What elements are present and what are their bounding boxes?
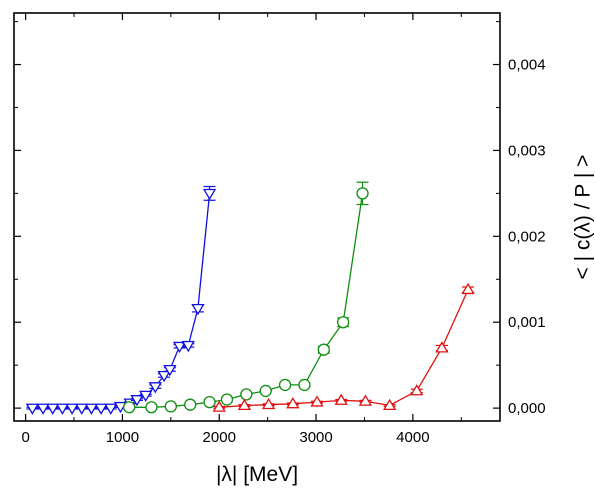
series-layer	[25, 181, 475, 415]
series-3	[212, 282, 475, 412]
data-point	[75, 403, 89, 415]
data-point	[145, 401, 158, 414]
data-point	[139, 390, 153, 403]
data-point	[212, 400, 226, 412]
data-point	[286, 397, 300, 409]
data-point	[163, 364, 177, 377]
axis-ticks: 0 1000 2000 3000 4000 0,000 0,001 0,002 0,003 0,0…	[14, 13, 546, 446]
data-point	[25, 403, 40, 415]
data-point	[202, 188, 217, 201]
data-point	[148, 382, 162, 394]
data-point	[337, 316, 350, 329]
x-tick-label: 2000	[203, 429, 236, 446]
data-point	[382, 398, 397, 411]
y-tick-label: 0,000	[508, 400, 546, 417]
data-point	[317, 343, 330, 356]
y-axis-title: < | c(λ) / P | >	[572, 155, 595, 280]
data-point	[203, 395, 216, 409]
series-line	[32, 193, 211, 409]
series-1	[25, 185, 217, 415]
data-point	[240, 388, 253, 401]
data-point	[184, 398, 197, 411]
data-point	[123, 401, 136, 414]
data-point	[36, 403, 50, 415]
plot-frame	[13, 12, 501, 422]
data-point	[84, 403, 99, 415]
data-point	[130, 395, 144, 407]
y-tick-label: 0,002	[508, 228, 546, 245]
y-tick-label: 0,003	[508, 142, 546, 159]
data-point	[237, 398, 252, 411]
data-point	[356, 187, 369, 200]
data-point	[220, 393, 234, 406]
data-point	[46, 403, 60, 415]
y-tick-label: 0,004	[508, 57, 546, 74]
y-tick-label: 0,001	[508, 314, 546, 331]
data-point	[461, 282, 475, 295]
data-point	[310, 395, 324, 407]
x-tick-label: 4000	[396, 429, 429, 446]
data-point	[94, 403, 108, 415]
x-tick-label: 3000	[299, 429, 332, 446]
series-2	[123, 181, 369, 414]
x-tick-label: 1000	[106, 429, 139, 446]
data-point	[410, 384, 424, 396]
data-point	[435, 341, 449, 353]
data-point	[191, 303, 205, 316]
data-point	[65, 403, 79, 415]
x-tick-label: 0	[21, 429, 29, 446]
series-line	[219, 289, 469, 408]
data-point	[181, 340, 195, 353]
data-point	[104, 403, 118, 415]
x-axis-title: |λ| [MeV]	[216, 463, 298, 486]
data-point	[278, 378, 292, 392]
data-point	[298, 378, 311, 392]
data-point	[164, 400, 177, 413]
data-point	[261, 397, 276, 410]
data-point	[259, 384, 272, 398]
data-point	[358, 394, 373, 406]
data-point	[55, 403, 70, 415]
data-point	[334, 393, 348, 405]
